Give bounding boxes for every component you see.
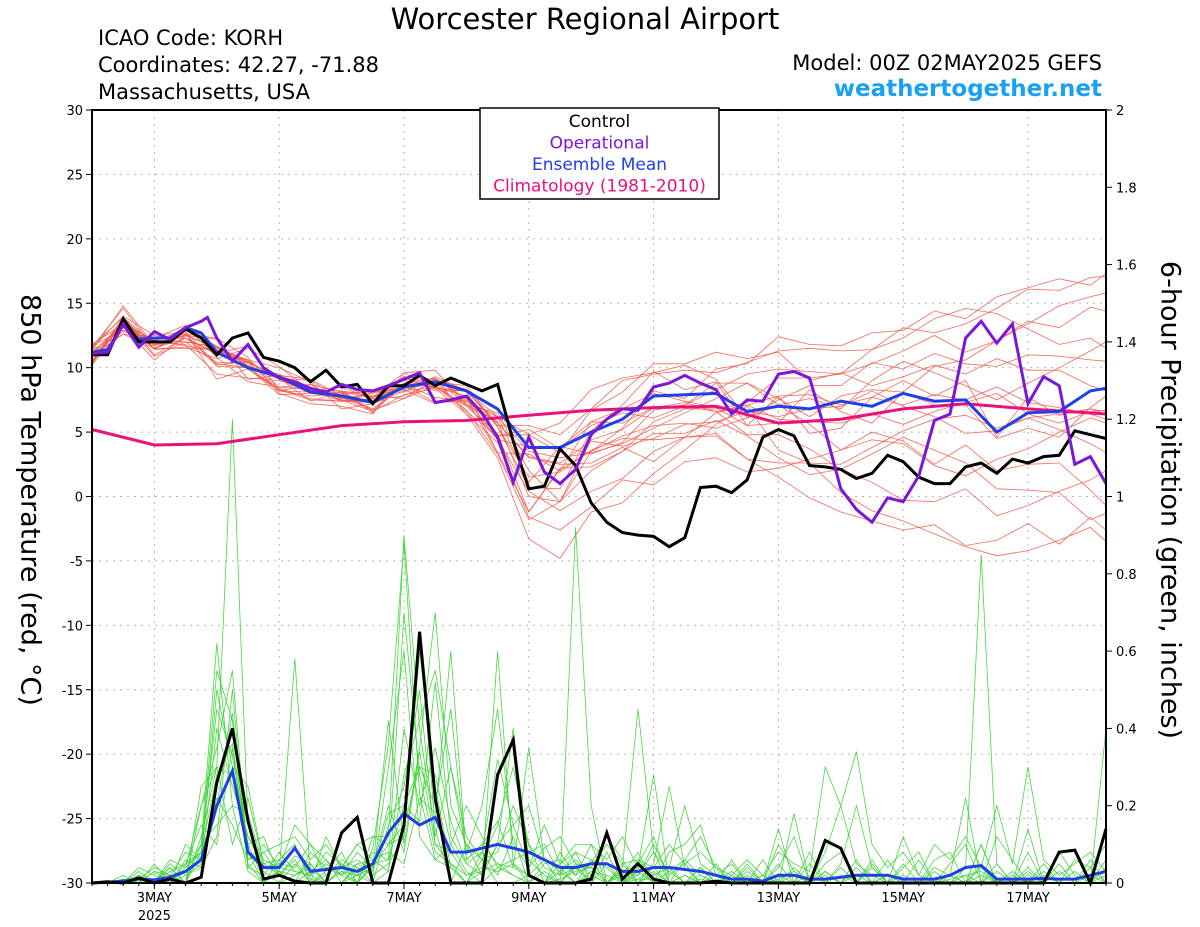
axes-layer: 302520151050-5-10-15-20-25-3021.81.61.41… xyxy=(62,104,1137,924)
legend-box xyxy=(479,107,720,200)
precipitation-member-15 xyxy=(92,728,1107,885)
x-tick-label: 5MAY xyxy=(262,891,297,906)
location: Massachusetts, USA xyxy=(98,80,310,104)
x-tick-label: 15MAY xyxy=(881,891,925,906)
temp-ensemble-mean-line xyxy=(91,322,1107,449)
y-tick-label-left: -25 xyxy=(62,813,83,828)
legend-item-climatology-1981-2010: Climatology (1981-2010) xyxy=(493,177,706,197)
temp-control-line xyxy=(92,315,1107,549)
temperature-member-11 xyxy=(91,275,1107,436)
y-tick-label-left: -30 xyxy=(62,877,83,892)
temperature-member-19 xyxy=(91,316,1107,503)
x-tick-label: 13MAY xyxy=(757,891,801,906)
page-title: Worcester Regional Airport xyxy=(390,2,780,36)
y-tick-label-right: 1.2 xyxy=(1116,413,1137,428)
y-tick-label-right: 1 xyxy=(1116,491,1124,506)
x-tick-sublabel: 2025 xyxy=(138,909,171,924)
y-tick-label-left: -15 xyxy=(62,684,83,699)
y-tick-label-left: -10 xyxy=(62,619,83,634)
temperature-members-layer xyxy=(91,273,1107,559)
y-tick-label-right: 2 xyxy=(1116,104,1124,119)
temperature-member-13 xyxy=(91,306,1107,503)
y-tick-label-left: 5 xyxy=(75,426,83,441)
temperature-member-12 xyxy=(91,323,1107,512)
y-tick-label-right: 0.8 xyxy=(1116,568,1137,583)
legend-item-operational: Operational xyxy=(550,134,650,154)
y-tick-label-left: -5 xyxy=(70,555,83,570)
y-tick-label-left: 0 xyxy=(75,491,83,506)
y-tick-label-left: 15 xyxy=(66,297,83,312)
y-tick-label-right: 1.6 xyxy=(1116,259,1137,274)
x-tick-label: 17MAY xyxy=(1006,891,1050,906)
temp-operational-line xyxy=(91,315,1108,525)
y-tick-label-right: 0.2 xyxy=(1116,800,1137,815)
coordinates: Coordinates: 42.27, -71.88 xyxy=(98,53,379,77)
x-tick-label: 7MAY xyxy=(386,891,421,906)
precipitation-member-8 xyxy=(92,651,1107,884)
y-tick-label-left: 30 xyxy=(66,104,83,119)
temperature-member-9 xyxy=(91,307,1107,484)
y-tick-label-right: 0.6 xyxy=(1116,645,1137,660)
y-tick-label-right: 0.4 xyxy=(1116,722,1137,737)
model-run: Model: 00Z 02MAY2025 GEFS xyxy=(792,51,1102,75)
y-tick-label-left: 20 xyxy=(66,233,83,248)
x-tick-label: 11MAY xyxy=(632,891,676,906)
icao-code: ICAO Code: KORH xyxy=(98,26,284,50)
temperature-member-18 xyxy=(91,305,1107,557)
y-tick-label-left: 10 xyxy=(66,362,83,377)
temperature-member-7 xyxy=(91,329,1107,521)
y-tick-label-left: -20 xyxy=(62,748,83,763)
y-axis-label-left: 850 hPa Temperature (red, °C) xyxy=(14,294,46,706)
y-tick-label-right: 0 xyxy=(1116,877,1124,892)
y-tick-label-left: 25 xyxy=(66,168,83,183)
legend-item-ensemble-mean: Ensemble Mean xyxy=(532,155,667,175)
precipitation-member-4 xyxy=(92,681,1107,884)
site-link[interactable]: weathertogether.net xyxy=(833,76,1102,102)
temperature-member-20 xyxy=(91,325,1107,531)
precipitation-member-3 xyxy=(92,651,1106,884)
x-tick-label: 3MAY xyxy=(137,891,172,906)
y-axis-label-right: 6-hour Precipitation (green, inches) xyxy=(1154,260,1186,740)
precipitation-members-layer xyxy=(92,419,1107,885)
grid-layer xyxy=(92,109,1106,884)
temperature-member-10 xyxy=(91,331,1107,448)
precip-ensemble-mean-line xyxy=(91,765,1107,885)
x-tick-label: 9MAY xyxy=(511,891,546,906)
temperature-member-15 xyxy=(91,327,1107,521)
climatology-line xyxy=(91,402,1107,447)
legend-item-control: Control xyxy=(569,112,630,132)
temperature-member-4 xyxy=(91,292,1107,459)
y-tick-label-right: 1.4 xyxy=(1116,336,1137,351)
y-tick-label-right: 1.8 xyxy=(1116,181,1137,196)
